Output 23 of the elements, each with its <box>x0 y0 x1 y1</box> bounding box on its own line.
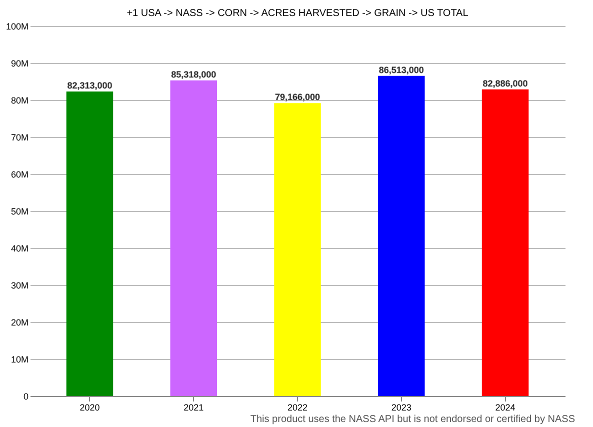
x-tick-label: 2021 <box>184 402 204 412</box>
y-tick-label: 70M <box>10 132 28 142</box>
data-label: 82,313,000 <box>67 80 112 90</box>
y-tick-label: 40M <box>10 244 28 254</box>
y-tick-label: 80M <box>10 96 28 106</box>
y-tick-label: 90M <box>10 58 28 68</box>
y-tick-label: 100M <box>6 22 28 32</box>
data-label: 86,513,000 <box>378 64 424 75</box>
y-tick-label: 0 <box>23 392 28 402</box>
chart-title: +1 USA -> NASS -> CORN -> ACRES HARVESTED -> GRAIN -> US TOTAL <box>126 8 469 19</box>
y-tick-label: 20M <box>10 318 28 328</box>
y-tick-label: 50M <box>10 206 28 216</box>
y-tick-label: 30M <box>10 280 28 290</box>
data-label: 82,886,000 <box>482 78 528 88</box>
x-tick-label: 2022 <box>287 402 308 412</box>
y-tick-label: 60M <box>10 170 28 180</box>
x-tick-label: 2023 <box>391 402 412 412</box>
x-tick-label: 2024 <box>495 402 516 412</box>
data-label: 79,166,000 <box>274 92 320 102</box>
text: This product uses the NASS API but is not endorsed or certified by NASS <box>250 414 576 425</box>
y-tick-label: 10M <box>10 354 28 364</box>
data-label: 85,318,000 <box>171 69 216 80</box>
x-tick-label: 2020 <box>80 402 100 412</box>
